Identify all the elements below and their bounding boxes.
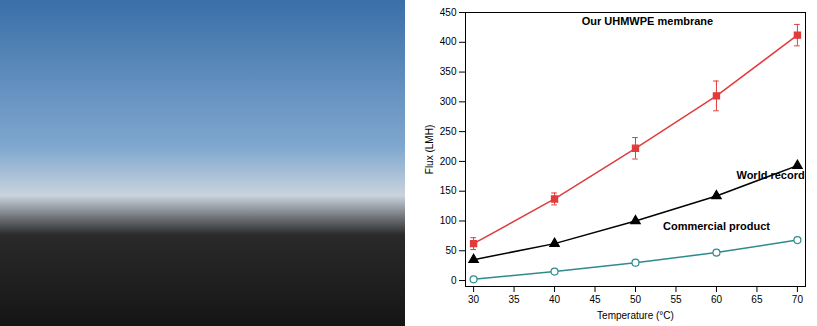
svg-text:Commercial product: Commercial product [663, 220, 770, 232]
svg-text:100: 100 [440, 215, 457, 226]
svg-text:50: 50 [630, 294, 642, 305]
svg-text:30: 30 [468, 294, 480, 305]
svg-text:60: 60 [711, 294, 723, 305]
svg-text:Temperature (°C): Temperature (°C) [597, 310, 674, 321]
svg-text:350: 350 [440, 66, 457, 77]
svg-text:400: 400 [440, 36, 457, 47]
svg-text:35: 35 [509, 294, 521, 305]
svg-text:0: 0 [451, 275, 457, 286]
svg-text:450: 450 [440, 7, 457, 18]
svg-text:Flux (LMH): Flux (LMH) [424, 125, 435, 174]
svg-text:65: 65 [751, 294, 763, 305]
svg-text:250: 250 [440, 126, 457, 137]
svg-text:50: 50 [445, 245, 457, 256]
svg-text:Our UHMWPE membrane: Our UHMWPE membrane [582, 15, 713, 27]
svg-text:World record: World record [736, 169, 804, 181]
svg-text:45: 45 [589, 294, 601, 305]
svg-text:55: 55 [670, 294, 682, 305]
svg-text:200: 200 [440, 156, 457, 167]
svg-text:70: 70 [792, 294, 804, 305]
svg-text:40: 40 [549, 294, 561, 305]
svg-text:300: 300 [440, 96, 457, 107]
svg-text:150: 150 [440, 185, 457, 196]
